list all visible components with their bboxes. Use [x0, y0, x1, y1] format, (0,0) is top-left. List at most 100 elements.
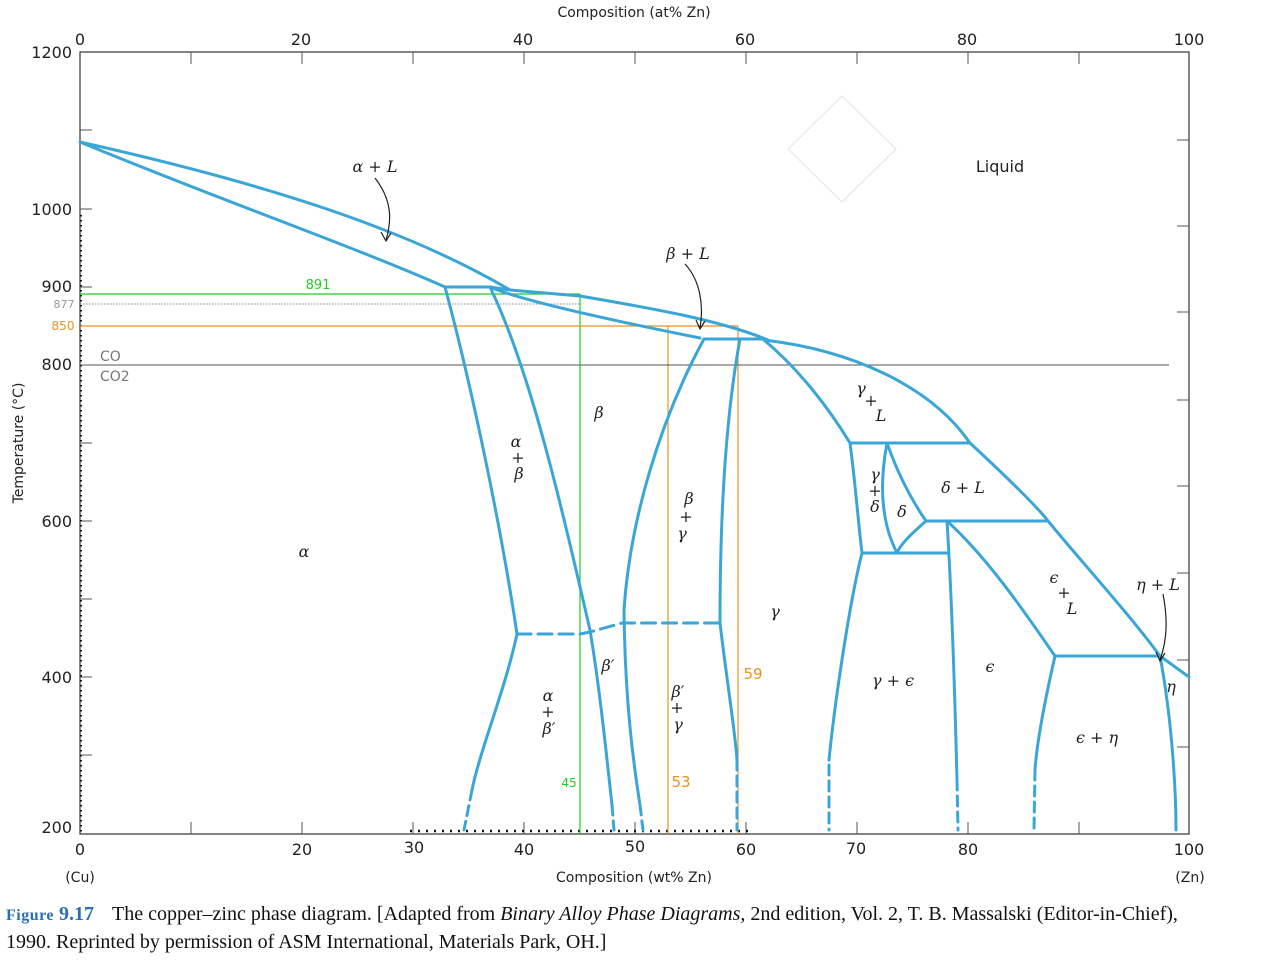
beta-gamma-dashed: [638, 803, 645, 832]
label-arrows: [374, 177, 1167, 663]
label-gamma-plus-l-mid: +: [864, 391, 877, 410]
top-tick-80: 80: [957, 30, 977, 49]
label-epsilon-plus-l-mid: +: [1057, 583, 1070, 602]
epsilon-liquidus: [945, 519, 1057, 658]
label-beta-plus-l: β + L: [665, 244, 709, 263]
label-liquid: Liquid: [976, 157, 1024, 176]
top-axis-title: Composition (at% Zn): [557, 5, 710, 21]
label-45: 45: [561, 776, 576, 790]
label-gamma-plus-delta-top: γ: [870, 465, 880, 484]
label-gamma-plus-delta-bottom: δ: [870, 497, 880, 516]
top-tick-40: 40: [513, 30, 533, 49]
label-alpha-plus-beta-mid: +: [511, 448, 524, 467]
gamma-liquidus: [762, 338, 852, 445]
label-eta: η: [1166, 677, 1176, 696]
y-axis-title: Temperature (°C): [11, 383, 27, 505]
arrowhead-beta-plus-l: [695, 319, 706, 331]
beta-left-boundary: [488, 285, 614, 807]
label-alpha: α: [299, 542, 310, 561]
bottom-tick-100: 100: [1174, 840, 1205, 859]
left-tick-600: 600: [41, 512, 72, 531]
label-beta-prime-plus-gamma: β′ + γ: [670, 682, 685, 734]
label-beta-prime-plus-gamma-mid: +: [670, 698, 683, 717]
label-eta-plus-l: η + L: [1136, 575, 1180, 594]
epsilon-right-dashed: [1032, 768, 1037, 832]
phase-labels: α + L Liquid β + L β α + β α β + γ γ + L…: [299, 157, 1180, 747]
bottom-tick-40: 40: [514, 840, 534, 859]
label-gamma: γ: [770, 602, 780, 621]
epsilon-left-boundary: [945, 519, 959, 782]
arrow-eta-plus-l: [1159, 593, 1167, 661]
solidus-alpha: [78, 140, 447, 289]
faint-diamond: [787, 95, 897, 203]
liquidus-right: [762, 338, 1191, 679]
label-alpha-plus-beta-bottom: β: [513, 464, 523, 483]
left-tick-1000: 1000: [31, 200, 72, 219]
left-tick-400: 400: [41, 668, 72, 687]
label-alpha-plus-beta-top: α: [511, 432, 522, 451]
label-beta-plus-gamma-top: β: [683, 489, 693, 508]
label-beta-plus-gamma: β + γ: [677, 489, 693, 543]
caption-text-b: 2nd edition, Vol. 2, T. B. Massalski (Ed…: [6, 903, 1178, 953]
label-beta: β: [593, 403, 603, 422]
label-gamma-plus-delta: γ + δ: [868, 465, 881, 516]
annotation-lines: [80, 293, 1169, 834]
label-gamma-plus-l-bottom: L: [875, 406, 887, 425]
label-850: 850: [52, 319, 75, 333]
label-alpha-plus-beta-prime-bottom: β′: [542, 719, 556, 738]
top-tick-labels: 0 20 40 60 80 100: [75, 30, 1204, 49]
label-alpha-plus-beta-prime-top: α: [543, 686, 554, 705]
delta-left-top: [885, 441, 928, 523]
figure-number-label: Figure 9.17: [6, 903, 94, 925]
label-891: 891: [306, 278, 331, 293]
beta-gamma-boundary: [622, 337, 706, 807]
label-gamma-plus-delta-mid: +: [868, 481, 881, 500]
top-tick-20: 20: [291, 30, 311, 49]
arrow-beta-plus-l: [684, 263, 703, 329]
bottom-axis-title: Composition (wt% Zn): [556, 870, 712, 886]
gamma-left-boundary: [718, 337, 742, 762]
bottom-tick-50: 50: [625, 837, 645, 856]
delta-boundary: [881, 441, 899, 555]
label-gamma-plus-epsilon: γ + ϵ: [872, 671, 914, 690]
label-co: CO: [100, 349, 121, 365]
label-epsilon-plus-l-bottom: L: [1066, 599, 1078, 618]
bottom-tick-70: 70: [846, 839, 866, 858]
top-tick-60: 60: [735, 30, 755, 49]
order-disorder-line: [515, 621, 722, 636]
bottom-tick-30: 30: [404, 838, 424, 857]
top-tick-0: 0: [75, 30, 85, 49]
figure-number: 9.17: [59, 903, 95, 925]
label-alpha-plus-l: α + L: [352, 157, 397, 176]
label-59: 59: [743, 665, 762, 683]
label-delta: δ: [897, 502, 907, 521]
figure-prefix: Figure: [6, 907, 55, 924]
label-877: 877: [54, 298, 75, 311]
left-tick-1200: 1200: [31, 43, 72, 62]
gamma-right-boundary: [827, 441, 864, 762]
cu-end-label: (Cu): [65, 870, 95, 886]
bottom-tick-0: 0: [75, 840, 85, 859]
arrowhead-alpha-plus-l: [380, 231, 392, 243]
zn-end-label: (Zn): [1175, 870, 1204, 886]
label-beta-plus-gamma-mid: +: [679, 507, 692, 526]
label-beta-prime-plus-gamma-top: β′: [671, 682, 685, 701]
phase-diagram-svg: Composition (at% Zn) Composition (wt% Zn…: [11, 5, 1205, 886]
beta-solidus: [488, 285, 702, 340]
annotation-labels: 891 877 850 CO CO2 45 53 59: [52, 278, 763, 791]
bottom-tick-20: 20: [292, 840, 312, 859]
label-epsilon: ϵ: [986, 657, 995, 676]
label-epsilon-plus-eta: ϵ + η: [1076, 728, 1119, 747]
alpha-boundary-dashed: [462, 788, 474, 832]
left-tick-800: 800: [41, 355, 72, 374]
caption-book-title: Binary Alloy Phase Diagrams,: [500, 903, 746, 925]
liquidus-left: [78, 140, 770, 342]
bottom-tick-labels: 0 20 30 40 50 60 70 80 100: [75, 837, 1204, 859]
label-53: 53: [671, 773, 690, 791]
eta-boundary: [1158, 654, 1178, 832]
epsilon-left-dashed: [955, 778, 960, 832]
label-alpha-plus-beta-prime-mid: +: [541, 702, 554, 721]
caption-text-a: The copper–zinc phase diagram. [Adapted …: [112, 903, 501, 925]
bottom-tick-80: 80: [958, 840, 978, 859]
